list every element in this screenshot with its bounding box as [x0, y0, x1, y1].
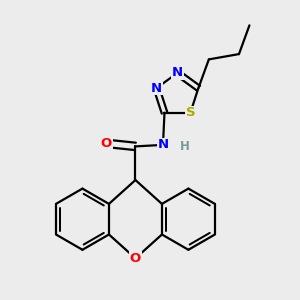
- Text: O: O: [101, 137, 112, 150]
- Text: O: O: [130, 252, 141, 265]
- Text: H: H: [179, 140, 189, 153]
- Text: S: S: [186, 106, 195, 119]
- Text: N: N: [172, 66, 183, 80]
- Text: N: N: [151, 82, 162, 94]
- Text: N: N: [158, 138, 169, 152]
